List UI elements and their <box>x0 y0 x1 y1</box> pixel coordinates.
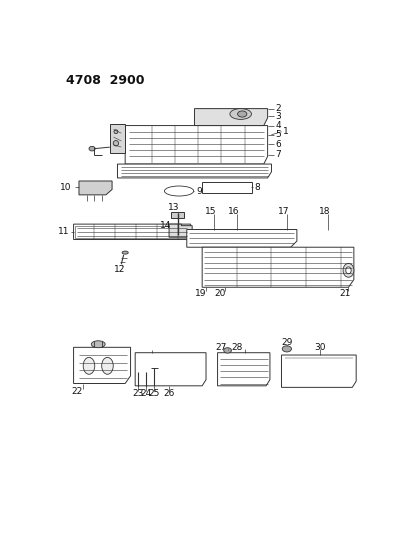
Polygon shape <box>217 353 270 386</box>
Ellipse shape <box>343 263 354 277</box>
Ellipse shape <box>114 130 118 134</box>
Ellipse shape <box>102 357 113 374</box>
Ellipse shape <box>282 346 291 352</box>
Text: 16: 16 <box>228 207 239 216</box>
Text: 11: 11 <box>58 227 70 236</box>
Text: 22: 22 <box>71 387 82 395</box>
Bar <box>75 225 187 238</box>
Text: 15: 15 <box>205 207 216 216</box>
Ellipse shape <box>83 357 95 374</box>
Polygon shape <box>79 181 112 195</box>
Text: 3: 3 <box>275 112 281 121</box>
Text: 20: 20 <box>214 289 226 298</box>
Text: 29: 29 <box>281 338 293 347</box>
Text: 23: 23 <box>133 389 144 398</box>
Text: 26: 26 <box>163 389 175 398</box>
Text: 30: 30 <box>314 343 326 352</box>
Text: 4708  2900: 4708 2900 <box>66 75 144 87</box>
Text: 5: 5 <box>275 130 281 139</box>
Text: 4: 4 <box>275 121 281 130</box>
Text: 21: 21 <box>339 289 350 298</box>
Ellipse shape <box>122 251 128 254</box>
Text: 13: 13 <box>168 204 180 213</box>
Ellipse shape <box>230 109 251 119</box>
Text: 24: 24 <box>140 389 152 398</box>
Polygon shape <box>110 124 125 152</box>
Polygon shape <box>169 224 192 237</box>
Text: 10: 10 <box>60 183 71 192</box>
Text: 14: 14 <box>160 221 171 230</box>
Ellipse shape <box>113 141 119 146</box>
Polygon shape <box>73 224 191 239</box>
Ellipse shape <box>224 348 231 353</box>
Ellipse shape <box>346 267 351 274</box>
Ellipse shape <box>237 111 247 117</box>
Bar <box>171 212 184 218</box>
Bar <box>202 182 252 192</box>
Text: 25: 25 <box>149 389 160 398</box>
Text: 8: 8 <box>255 183 260 192</box>
Ellipse shape <box>89 147 95 151</box>
Ellipse shape <box>91 341 105 348</box>
Polygon shape <box>282 355 356 387</box>
Polygon shape <box>125 126 268 164</box>
Polygon shape <box>187 230 297 247</box>
Text: 27: 27 <box>216 343 227 352</box>
Text: 28: 28 <box>231 343 242 352</box>
Polygon shape <box>195 109 268 126</box>
Text: 18: 18 <box>319 207 330 216</box>
Text: 6: 6 <box>275 140 281 149</box>
Ellipse shape <box>144 369 148 372</box>
Text: 17: 17 <box>278 207 290 216</box>
Text: 2: 2 <box>275 104 281 113</box>
Polygon shape <box>73 348 131 384</box>
Text: 1: 1 <box>283 127 289 136</box>
Text: 9: 9 <box>197 187 202 196</box>
Text: 19: 19 <box>195 289 206 298</box>
Polygon shape <box>118 164 271 178</box>
Text: 12: 12 <box>114 265 126 274</box>
Polygon shape <box>135 353 206 386</box>
Ellipse shape <box>136 369 140 372</box>
Polygon shape <box>202 247 354 287</box>
Text: 7: 7 <box>275 150 281 159</box>
Ellipse shape <box>164 186 194 196</box>
